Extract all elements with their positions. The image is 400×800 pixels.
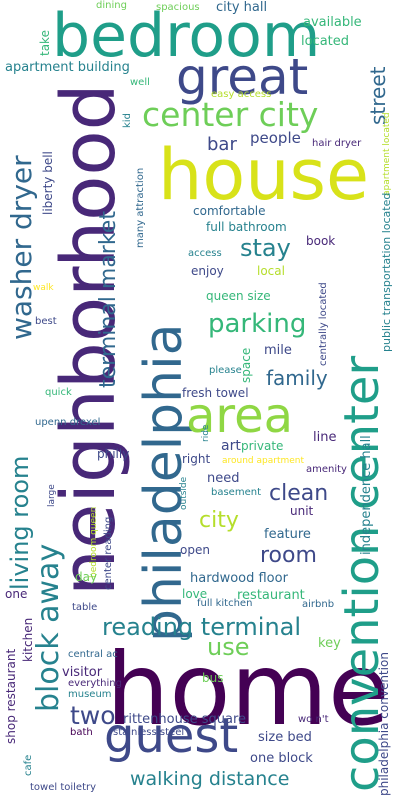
word-space: space bbox=[239, 347, 253, 383]
word-art: art bbox=[221, 438, 241, 454]
word-one-block: one block bbox=[250, 751, 313, 766]
word-spacious: spacious bbox=[156, 2, 200, 13]
word-apartment-located: apartment located bbox=[382, 112, 392, 196]
word-center-city: center city bbox=[142, 95, 319, 134]
word-fresh-towel: fresh towel bbox=[182, 386, 249, 400]
word-size-bed: size bed bbox=[258, 730, 312, 745]
word-walk: walk bbox=[33, 283, 54, 293]
word-one-left: one bbox=[5, 587, 28, 601]
word-amenity: amenity bbox=[306, 464, 347, 475]
word-block-away: block away bbox=[31, 543, 66, 712]
word-key: key bbox=[318, 636, 341, 651]
word-area: area bbox=[186, 388, 294, 444]
word-outside: outside bbox=[179, 476, 189, 510]
word-shop-restaurant: shop restaurant bbox=[4, 648, 18, 744]
word-stainless-steel: stainless steel bbox=[113, 727, 185, 738]
word-private: private bbox=[241, 439, 284, 453]
word-well: well bbox=[130, 77, 150, 88]
word-restaurant: restaurant bbox=[237, 588, 305, 603]
word-open: open bbox=[180, 543, 210, 557]
word-city: city bbox=[199, 508, 239, 533]
word-family: family bbox=[266, 366, 328, 390]
word-best: best bbox=[35, 316, 57, 327]
word-clean: clean bbox=[269, 481, 329, 506]
word-line: line bbox=[313, 430, 337, 445]
word-full-kitchen: full kitchen bbox=[197, 598, 253, 609]
word-kid: kid bbox=[122, 113, 133, 128]
word-walking-distance: walking distance bbox=[130, 768, 290, 790]
word-ride: ride bbox=[201, 424, 211, 442]
word-upenn-drexel: upenn drexel bbox=[35, 417, 101, 428]
word-terminal-market: terminal market bbox=[96, 211, 121, 388]
word-towel-toiletry: towel toiletry bbox=[30, 782, 97, 793]
word-day: day bbox=[75, 570, 98, 584]
word-quick: quick bbox=[45, 387, 72, 398]
word-comfortable: comfortable bbox=[193, 204, 266, 218]
word-great: great bbox=[176, 48, 309, 106]
word-unit: unit bbox=[290, 504, 314, 518]
word-book: book bbox=[306, 234, 336, 248]
word-feature: feature bbox=[264, 527, 311, 542]
word-available: available bbox=[303, 15, 362, 30]
word-hardwood-floor: hardwood floor bbox=[190, 571, 288, 586]
word-everything: everything bbox=[68, 678, 122, 689]
word-access: access bbox=[188, 248, 222, 259]
word-table: table bbox=[72, 602, 98, 613]
word-take: take bbox=[38, 30, 52, 56]
word-hair-dryer: hair dryer bbox=[312, 138, 362, 149]
word-city-hall: city hall bbox=[216, 0, 268, 15]
word-home: home bbox=[106, 631, 390, 748]
word-cafe: cafe bbox=[23, 754, 34, 776]
word-right: right bbox=[182, 452, 211, 466]
word-independence-hall: independence hall bbox=[359, 435, 374, 555]
word-queen-size: queen size bbox=[206, 289, 271, 303]
word-mile: mile bbox=[264, 343, 292, 358]
word-bedroom: bedroom bbox=[52, 1, 321, 71]
word-bedroom-queen: bedroom queen bbox=[89, 506, 99, 578]
word-parking: parking bbox=[208, 309, 307, 339]
word-two: two bbox=[70, 701, 116, 730]
word-large: large bbox=[47, 484, 57, 507]
word-love: love bbox=[182, 587, 208, 601]
word-reading-terminal: reading terminal bbox=[102, 613, 302, 641]
word-kitchen: kitchen bbox=[21, 617, 35, 662]
word-guest: guest bbox=[104, 708, 239, 764]
word-local: local bbox=[257, 264, 285, 278]
word-around-apartment: around apartment bbox=[222, 456, 305, 466]
word-easy-access: easy access bbox=[211, 89, 272, 100]
word-visitor: visitor bbox=[62, 665, 103, 680]
word-need: need bbox=[207, 471, 240, 486]
word-full-bathroom: full bathroom bbox=[206, 220, 287, 234]
word-living-room: living room bbox=[6, 455, 34, 590]
word-people: people bbox=[250, 129, 301, 147]
word-enjoy: enjoy bbox=[191, 264, 224, 278]
word-basement: basement bbox=[211, 487, 261, 498]
word-dining: dining bbox=[96, 0, 127, 11]
word-many-attraction: many attraction bbox=[135, 167, 146, 248]
word-museum: museum bbox=[68, 689, 112, 700]
word-located-top: located bbox=[301, 34, 350, 49]
word-apartment-building: apartment building bbox=[5, 60, 130, 75]
word-rittenhouse-square: rittenhouse square bbox=[123, 712, 247, 727]
word-philadelphia-convention: philadelphia convention bbox=[377, 652, 391, 796]
word-house: house bbox=[158, 134, 370, 216]
word-use: use bbox=[207, 633, 250, 661]
word-stay: stay bbox=[240, 234, 291, 262]
word-philly: philly bbox=[97, 447, 130, 461]
word-central-ac: central ac bbox=[68, 649, 118, 660]
word-centrally-located: centrally located bbox=[318, 282, 329, 366]
word-bus: bus bbox=[202, 671, 224, 685]
word-please: please bbox=[209, 365, 242, 376]
word-center-reading: center reading bbox=[103, 516, 114, 590]
word-wont: wo n't bbox=[298, 714, 329, 725]
word-washer-dryer: washer dryer bbox=[5, 155, 38, 340]
word-public-transportation-located: public transportation located bbox=[380, 192, 393, 352]
word-bath: bath bbox=[70, 727, 93, 738]
word-bar: bar bbox=[207, 134, 237, 155]
word-airbnb: airbnb bbox=[302, 599, 335, 610]
word-room: room bbox=[260, 543, 317, 568]
word-liberty-bell: liberty bell bbox=[41, 151, 55, 215]
